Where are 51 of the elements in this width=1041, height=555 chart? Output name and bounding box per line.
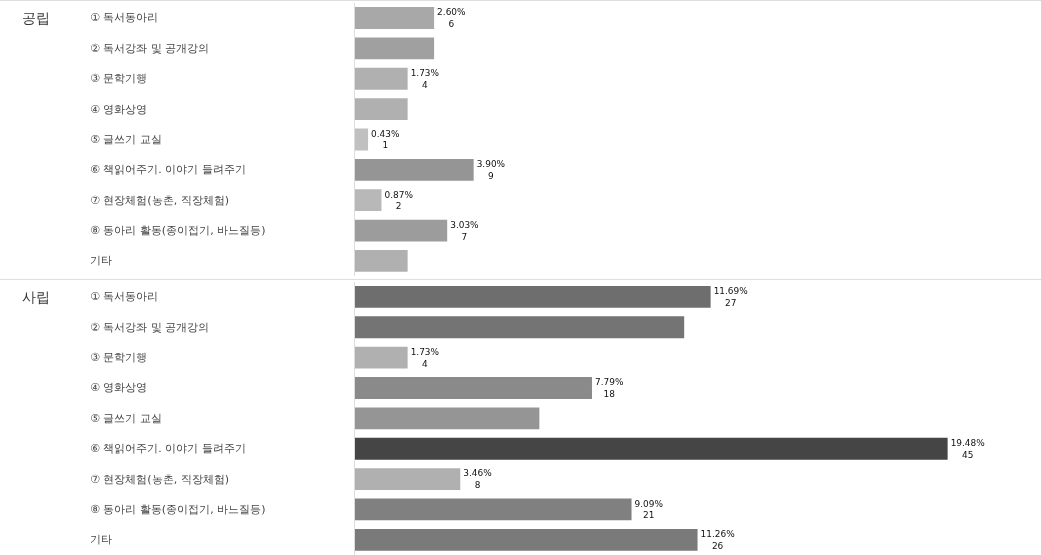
y-tick-label: ③ 문학기행 bbox=[90, 351, 148, 364]
y-tick-label: 기타 bbox=[90, 254, 112, 267]
y-tick-label: ⑤ 글쓰기 교실 bbox=[90, 133, 162, 146]
bar bbox=[355, 98, 408, 121]
bar bbox=[355, 250, 408, 272]
y-tick-label: ⑧ 동아리 활동(종이접기, 바느질등) bbox=[90, 224, 266, 237]
y-tick-label: ⑥ 책읽어주기. 이야기 들려주기 bbox=[90, 442, 246, 455]
y-tick-label: ① 독서동아리 bbox=[90, 290, 159, 303]
data-label: 0.43% 1 bbox=[371, 128, 400, 151]
y-axis-title: 사립 bbox=[22, 289, 50, 305]
bar bbox=[355, 189, 382, 212]
data-label: 3.03% 7 bbox=[450, 219, 479, 242]
y-tick-label: ② 독서강좌 및 공개강의 bbox=[90, 321, 210, 334]
y-axis-title: 공립 bbox=[22, 10, 50, 26]
bar bbox=[355, 437, 948, 460]
y-tick-label: ④ 영화상영 bbox=[90, 103, 148, 116]
y-tick-label: ① 독서동아리 bbox=[90, 11, 159, 24]
y-tick-label: 기타 bbox=[90, 533, 112, 546]
y-tick-label: ⑤ 글쓰기 교실 bbox=[90, 412, 162, 425]
data-label: 9.09% 21 bbox=[634, 498, 663, 521]
data-label: 2.60% 6 bbox=[437, 7, 466, 29]
y-tick-label: ② 독서강좌 및 공개강의 bbox=[90, 42, 210, 55]
y-tick-label: ⑦ 현장체험(농촌, 직장체험) bbox=[90, 194, 229, 207]
bar bbox=[355, 316, 685, 339]
bar bbox=[355, 37, 435, 60]
data-label: 7.79% 18 bbox=[595, 377, 624, 399]
data-label: 11.69% 27 bbox=[713, 286, 748, 308]
data-label: 19.48% 45 bbox=[950, 438, 985, 460]
bar bbox=[355, 468, 461, 490]
bar bbox=[355, 128, 369, 151]
y-tick-label: ⑦ 현장체험(농촌, 직장체험) bbox=[90, 473, 229, 486]
y-tick-label: ④ 영화상영 bbox=[90, 381, 148, 394]
bar bbox=[355, 7, 435, 29]
bar bbox=[355, 67, 408, 90]
y-tick-label: ③ 문학기행 bbox=[90, 72, 148, 85]
bar bbox=[355, 346, 408, 369]
data-label: 1.73% 4 bbox=[410, 68, 440, 90]
bar bbox=[355, 377, 592, 399]
bar bbox=[355, 407, 540, 430]
data-label: 3.46% 8 bbox=[463, 468, 492, 491]
bar bbox=[355, 285, 711, 308]
y-tick-label: ⑧ 동아리 활동(종이접기, 바느질등) bbox=[90, 503, 266, 516]
data-label: 3.90% 9 bbox=[476, 159, 506, 181]
y-tick-label: ⑥ 책읽어주기. 이야기 들려주기 bbox=[90, 163, 246, 176]
data-label: 1.73% 4 bbox=[410, 346, 440, 369]
data-label: 11.26% 26 bbox=[700, 529, 735, 551]
bar bbox=[355, 498, 632, 521]
bar bbox=[355, 528, 698, 551]
bar bbox=[355, 219, 448, 242]
bar bbox=[355, 158, 474, 181]
data-label: 0.87% 2 bbox=[384, 189, 413, 212]
